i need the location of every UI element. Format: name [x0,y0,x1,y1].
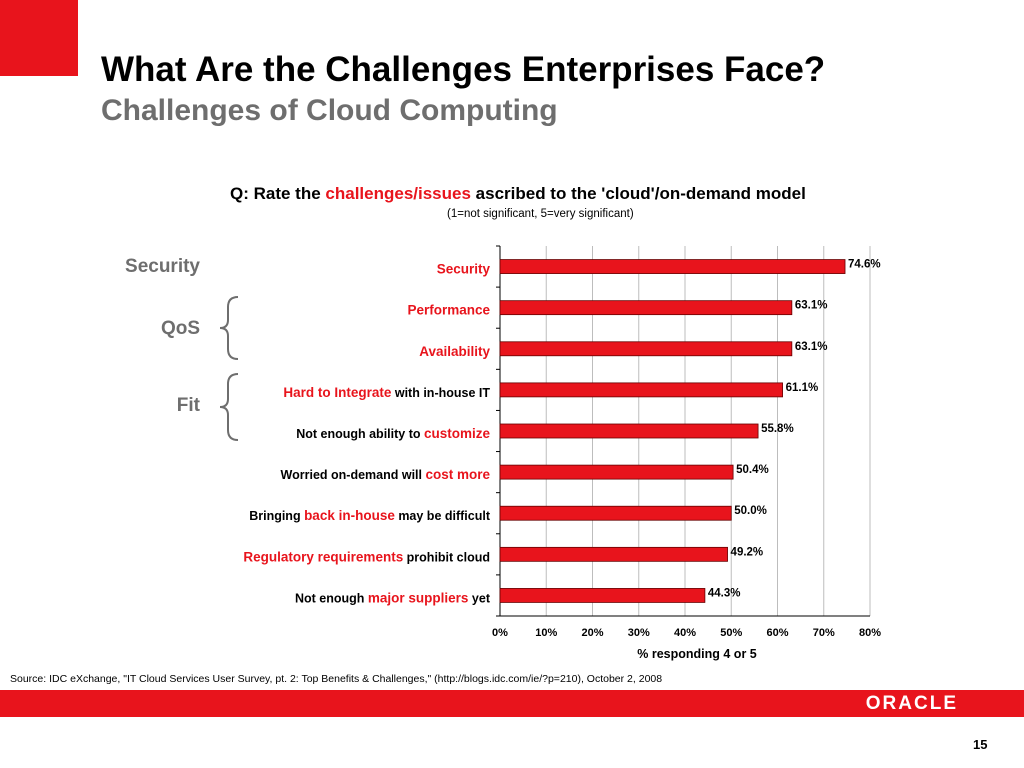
category-label: Bringing back in-house may be difficult [249,508,491,523]
bar [499,259,846,274]
chart-title-prefix: Q: Rate the [230,184,326,203]
data-label: 74.6% [848,259,881,271]
category-label: Performance [407,303,490,318]
category-label-highlight: Availability [419,344,490,359]
data-label: 50.4% [736,464,769,476]
bar [499,423,759,439]
chart-title-highlight: challenges/issues [325,184,471,203]
category-label-highlight: major suppliers [368,590,469,605]
category-label-highlight: Hard to Integrate [283,385,392,400]
chart-note: (1=not significant, 5=very significant) [447,208,634,220]
category-label-text: Not enough [295,591,368,605]
category-label: Availability [419,344,490,359]
category-label: Security [437,262,491,277]
category-label-text: with in-house IT [391,386,490,400]
fit-brace-icon [219,373,239,441]
bar [499,341,793,357]
group-label-qos: QoS [160,318,200,339]
category-label-highlight: back in-house [304,508,395,523]
bar [499,546,728,562]
x-tick-label: 20% [581,627,603,639]
x-tick-label: 0% [492,627,508,639]
category-label-text: Worried on-demand will [281,468,426,482]
category-label-text: Not enough ability to [296,427,424,441]
slide-title: What Are the Challenges Enterprises Face… [101,50,826,89]
category-label-highlight: Performance [407,303,490,318]
x-axis-label: % responding 4 or 5 [637,647,757,661]
x-tick-label: 50% [720,627,742,639]
bar-chart: 0% 10% 20% 30% 40% 50% 60% 70% 80% 74.6% Security 6… [243,245,881,661]
data-label: 63.1% [795,300,828,312]
bar [499,382,783,398]
group-label-security: Security [125,256,200,277]
x-tick-label: 70% [813,627,835,639]
category-label: Regulatory requirements prohibit cloud [243,549,490,564]
category-label-text: may be difficult [395,509,491,523]
category-label-highlight: cost more [425,467,490,482]
bar [499,300,793,316]
data-label: 49.2% [731,546,764,558]
category-label: Not enough ability to customize [296,426,490,441]
category-label-highlight: Regulatory requirements [243,549,403,564]
chart-title-suffix: ascribed to the 'cloud'/on-demand model [470,184,806,203]
category-label-highlight: customize [424,426,491,441]
chart-title: Q: Rate the challenges/issues ascribed t… [230,184,806,204]
page-number: 15 [973,737,988,752]
data-label: 50.0% [734,505,767,517]
x-tick-label: 10% [535,627,557,639]
category-label: Hard to Integrate with in-house IT [283,385,490,400]
category-label-text: prohibit cloud [403,550,490,564]
source-citation: Source: IDC eXchange, "IT Cloud Services… [10,673,663,685]
data-label: 61.1% [786,382,819,394]
oracle-logo: ORACLE [865,693,958,714]
category-label-text: Bringing [249,509,304,523]
data-label: 63.1% [795,341,828,353]
corner-accent-block [0,0,78,76]
qos-brace-icon [219,296,239,360]
footer-bar [0,690,1024,717]
category-label: Not enough major suppliers yet [295,590,491,605]
category-label: Worried on-demand will cost more [281,467,491,482]
x-tick-label: 40% [674,627,696,639]
data-label: 55.8% [761,423,794,435]
bar [499,464,734,480]
category-label-highlight: Security [437,262,491,277]
x-tick-label: 80% [859,627,881,639]
bar [499,505,732,521]
data-label: 44.3% [708,587,741,599]
slide-subtitle: Challenges of Cloud Computing [101,94,558,127]
x-tick-label: 30% [628,627,650,639]
bar [499,588,706,603]
group-label-fit: Fit [176,395,200,416]
category-label-text: yet [468,591,490,605]
x-tick-label: 60% [766,627,788,639]
